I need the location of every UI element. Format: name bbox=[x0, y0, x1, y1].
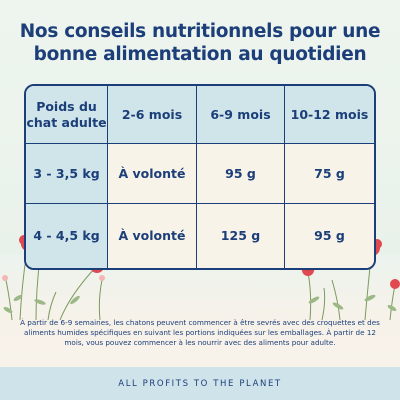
row-value-cell: 95 g bbox=[197, 144, 285, 203]
row-value-cell: À volonté bbox=[108, 204, 197, 268]
row-value-cell: 95 g bbox=[285, 204, 374, 268]
page-title: Nos conseils nutritionnels pour une bonn… bbox=[0, 20, 400, 66]
nutrition-table: Poids du chat adulte 2-6 mois 6-9 mois 1… bbox=[24, 84, 376, 270]
header-weight: Poids du chat adulte bbox=[26, 86, 108, 143]
header-10-12-months: 10-12 mois bbox=[285, 86, 374, 143]
table-header-row: Poids du chat adulte 2-6 mois 6-9 mois 1… bbox=[26, 86, 374, 144]
table-row: 3 - 3,5 kg À volonté 95 g 75 g bbox=[26, 144, 374, 204]
header-6-9-months: 6-9 mois bbox=[197, 86, 285, 143]
header-2-6-months: 2-6 mois bbox=[108, 86, 197, 143]
table-row: 4 - 4,5 kg À volonté 125 g 95 g bbox=[26, 204, 374, 268]
row-weight-cell: 4 - 4,5 kg bbox=[26, 204, 108, 268]
row-value-cell: 125 g bbox=[197, 204, 285, 268]
title-line-1: Nos conseils nutritionnels pour une bbox=[19, 21, 381, 42]
title-line-2: bonne alimentation au quotidien bbox=[33, 44, 367, 65]
row-weight-cell: 3 - 3,5 kg bbox=[26, 144, 108, 203]
background-bottom bbox=[0, 255, 400, 367]
row-value-cell: 75 g bbox=[285, 144, 374, 203]
feeding-note: À partir de 6-9 semaines, les chatons pe… bbox=[20, 318, 380, 347]
footer-text: ALL PROFITS TO THE PLANET bbox=[118, 378, 282, 389]
footer-banner: ALL PROFITS TO THE PLANET bbox=[0, 367, 400, 400]
row-value-cell: À volonté bbox=[108, 144, 197, 203]
